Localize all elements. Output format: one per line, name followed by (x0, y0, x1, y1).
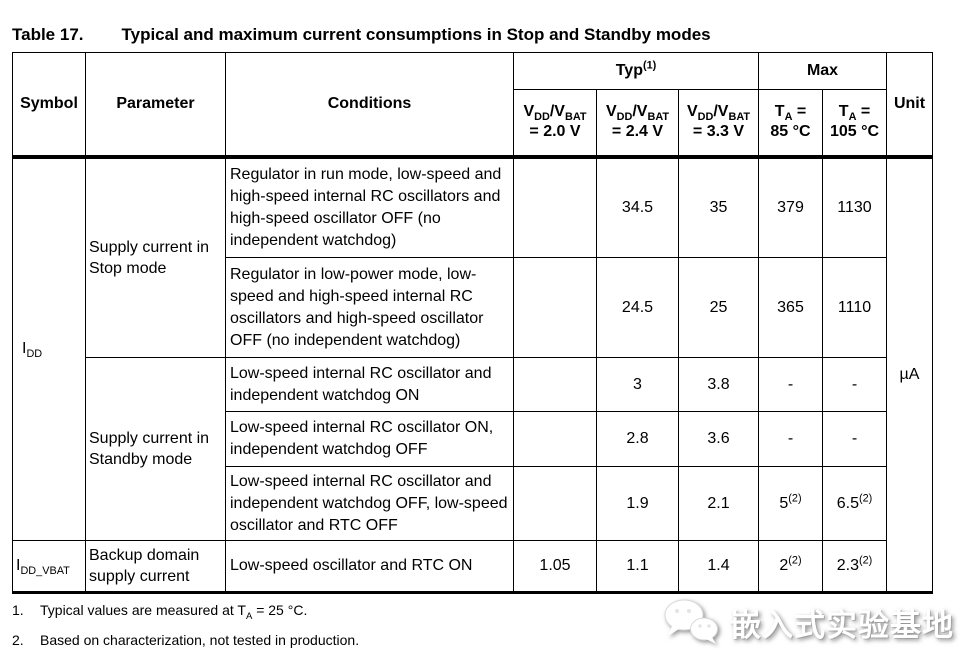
vdd-value-label: = 2.0 V (529, 123, 581, 141)
header-parameter: Parameter (85, 52, 226, 159)
max-105-value: - (822, 357, 887, 412)
typ-2-0-value (513, 411, 597, 467)
parameter-backup-domain: Backup domain supply current (85, 540, 226, 593)
condition-cell: Regulator in low-power mode, low-speed a… (225, 257, 514, 358)
table-title: Table 17. Typical and maximum current con… (12, 25, 711, 45)
typ-3-3-value: 1.4 (678, 540, 759, 593)
header-vdd-2-4: VDD/VBAT = 2.4 V (596, 89, 679, 159)
symbol-idd-vbat: IDD_VBAT (12, 540, 86, 593)
header-row-groups: Symbol Parameter Conditions Typ(1) Max U… (12, 52, 933, 159)
typ-2-0-value (513, 466, 597, 541)
max-85-value: - (758, 357, 823, 412)
typ-2-4-value: 24.5 (596, 257, 679, 358)
condition-cell: Low-speed internal RC oscillator ON, ind… (225, 411, 514, 467)
footnote-text: Based on characterization, not tested in… (40, 632, 360, 648)
condition-cell: Low-speed internal RC oscillator and ind… (225, 357, 514, 412)
typ-2-4-value: 1.9 (596, 466, 679, 541)
watermark: 嵌入式实验基地 (662, 598, 954, 646)
table-row: Low-speed internal RC oscillator and ind… (13, 466, 933, 541)
footnote-2: 2. Based on characterization, not tested… (12, 631, 359, 650)
max-105-value: - (822, 411, 887, 467)
max-85-value: 2(2) (758, 540, 823, 593)
max-105-value: 6.5(2) (822, 466, 887, 541)
max-105-value: 1110 (822, 257, 887, 358)
max-105-value: 2.3(2) (822, 540, 887, 593)
ta-value-label: 105 °C (829, 123, 880, 141)
watermark-text: 嵌入式实验基地 (730, 607, 954, 643)
typ-2-4-value: 1.1 (596, 540, 679, 593)
table-row: Supply current in Standby mode Low-speed… (13, 357, 933, 541)
ta-label: TA = (838, 103, 871, 124)
table-row: IDD Supply current in Stop mode Regulato… (12, 156, 933, 593)
header-ta-105: TA = 105 °C (822, 89, 887, 159)
vdd-vbat-label: VDD/VBAT (523, 103, 587, 124)
vdd-value-label: = 3.3 V (692, 123, 745, 141)
footnote-1: 1. Typical values are measured at TA = 2… (12, 601, 359, 622)
parameter-stop-mode: Supply current in Stop mode (85, 156, 226, 358)
typ-2-0-value (513, 357, 597, 412)
header-vdd-3-3: VDD/VBAT = 3.3 V (678, 89, 759, 159)
typ-3-3-value: 25 (678, 257, 759, 358)
typ-2-0-value: 1.05 (513, 540, 597, 593)
max-85-value: 5(2) (758, 466, 823, 541)
symbol-idd: IDD (12, 156, 86, 541)
table-row: Low-speed internal RC oscillator ON, ind… (13, 411, 933, 467)
header-symbol: Symbol (12, 52, 86, 159)
table-caption: Typical and maximum current consumptions… (121, 25, 711, 44)
current-consumption-table: Symbol Parameter Conditions Typ(1) Max U… (12, 52, 933, 594)
typ-2-4-value: 34.5 (596, 156, 679, 258)
header-row-subcolumns: VDD/VBAT = 2.0 V VDD/VBAT = 2.4 V VDD/VB… (13, 89, 933, 159)
table-row: IDD_VBAT Backup domain supply current Lo… (12, 540, 933, 593)
typ-3-3-value: 2.1 (678, 466, 759, 541)
header-unit: Unit (886, 52, 933, 159)
header-vdd-2-0: VDD/VBAT = 2.0 V (513, 89, 597, 159)
ta-label: TA = (774, 103, 807, 124)
max-85-value: 365 (758, 257, 823, 358)
table-row: Regulator in low-power mode, low-speed a… (13, 257, 933, 358)
ta-value-label: 85 °C (770, 123, 811, 141)
condition-cell: Regulator in run mode, low-speed and hig… (225, 156, 514, 258)
vdd-value-label: = 2.4 V (611, 123, 664, 141)
typ-2-0-value (513, 156, 597, 258)
typ-2-4-value: 3 (596, 357, 679, 412)
header-conditions: Conditions (225, 52, 514, 159)
footnote-number: 1. (12, 602, 24, 618)
typ-3-3-value: 3.8 (678, 357, 759, 412)
typ-3-3-value: 35 (678, 156, 759, 258)
header-ta-85: TA = 85 °C (758, 89, 823, 159)
max-85-value: - (758, 411, 823, 467)
footnotes: 1. Typical values are measured at TA = 2… (12, 601, 359, 661)
vdd-vbat-label: VDD/VBAT (686, 103, 751, 124)
typ-2-0-value (513, 257, 597, 358)
wechat-icon (664, 599, 718, 644)
table-number: Table 17. (12, 25, 84, 44)
header-typ-group: Typ(1) (513, 52, 759, 90)
typ-3-3-value: 3.6 (678, 411, 759, 467)
typ-2-4-value: 2.8 (596, 411, 679, 467)
max-85-value: 379 (758, 156, 823, 258)
unit-value: µA (886, 156, 933, 593)
parameter-standby-mode: Supply current in Standby mode (85, 357, 226, 541)
footnote-text: Typical values are measured at TA = 25 °… (40, 602, 308, 622)
condition-cell: Low-speed internal RC oscillator and ind… (225, 466, 514, 541)
max-105-value: 1130 (822, 156, 887, 258)
header-max-group: Max (758, 52, 887, 90)
condition-cell: Low-speed oscillator and RTC ON (225, 540, 514, 593)
vdd-vbat-label: VDD/VBAT (605, 103, 670, 124)
footnote-number: 2. (12, 632, 24, 648)
